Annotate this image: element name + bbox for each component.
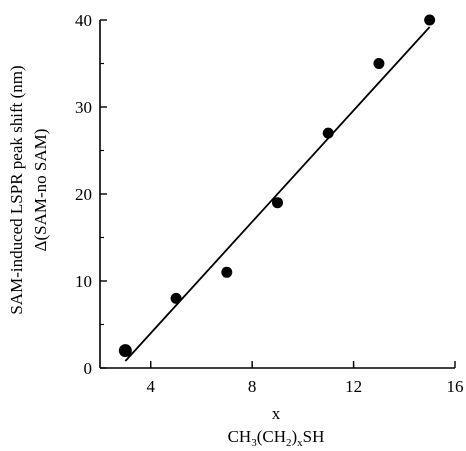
- fit-line-group: [124, 26, 431, 362]
- data-point: [221, 266, 233, 278]
- data-point: [118, 344, 132, 358]
- formula-suffix: SH: [303, 427, 325, 446]
- y-tick-label: 40: [75, 11, 92, 30]
- formula-sub-3: x: [297, 437, 303, 449]
- x-tick-label: 4: [146, 377, 155, 396]
- fit-line: [124, 26, 431, 362]
- data-point: [170, 292, 182, 304]
- y-tick-label: 30: [75, 98, 92, 117]
- formula-sub-2: 2: [286, 437, 292, 449]
- data-point: [373, 58, 385, 69]
- formula-after: ): [292, 427, 298, 446]
- y-tick-label: 0: [84, 359, 93, 378]
- x-axis-ticks: 4 8 12 16: [146, 361, 464, 396]
- x-tick-label: 16: [447, 377, 464, 396]
- formula-sub-1: 3: [251, 437, 257, 449]
- y-tick-label: 10: [75, 272, 92, 291]
- x-axis-label: x: [272, 404, 281, 423]
- y-axis-label-line1: SAM-induced LSPR peak shift (nm): [7, 65, 26, 314]
- formula-prefix: CH: [228, 427, 252, 446]
- y-axis-label-line2: Δ(SAM-no SAM): [31, 129, 50, 252]
- formula-mid: (CH: [257, 427, 286, 446]
- x-tick-label: 8: [248, 377, 257, 396]
- y-axis-ticks: 0 10 20 30 40: [75, 11, 107, 378]
- x-axis-formula-label: CH3(CH2)xSH: [228, 427, 325, 449]
- y-tick-label: 20: [75, 185, 92, 204]
- data-point: [272, 197, 283, 209]
- data-points: [118, 14, 436, 358]
- data-point: [424, 14, 436, 26]
- x-tick-label: 12: [345, 377, 362, 396]
- data-point: [322, 127, 334, 139]
